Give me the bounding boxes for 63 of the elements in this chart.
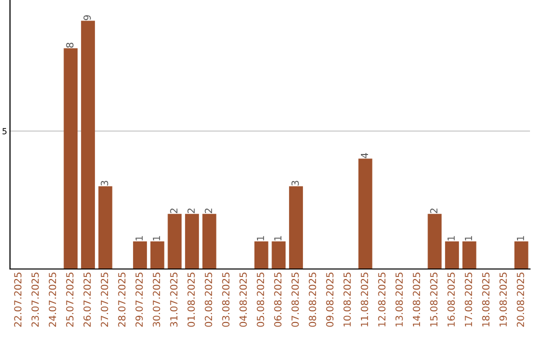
x-tick-label: 27.07.2025 <box>100 272 108 327</box>
bar <box>133 241 147 269</box>
y-tick-label: 5 <box>2 128 6 134</box>
x-tick-label: 25.07.2025 <box>66 272 74 327</box>
x-tick-label: 13.08.2025 <box>395 272 403 326</box>
bar <box>254 241 268 269</box>
data-label: 1 <box>516 236 524 240</box>
x-tick-label: 01.08.2025 <box>187 272 195 327</box>
x-tick-label: 31.07.2025 <box>170 272 178 327</box>
data-label: 2 <box>187 208 195 214</box>
data-label: 2 <box>430 208 438 214</box>
data-label: 1 <box>464 236 472 240</box>
x-tick-label: 05.08.2025 <box>256 272 264 327</box>
bar <box>81 20 95 269</box>
data-label: 8 <box>66 42 74 48</box>
bar <box>428 214 442 269</box>
x-tick-label: 22.07.2025 <box>14 272 22 327</box>
x-tick-label: 24.07.2025 <box>48 272 56 327</box>
bar <box>514 241 528 269</box>
x-tick-label: 30.07.2025 <box>152 272 160 327</box>
data-label: 1 <box>256 236 264 240</box>
bar <box>462 241 476 269</box>
data-label: 3 <box>291 180 299 186</box>
x-tick-label: 04.08.2025 <box>239 272 247 327</box>
x-tick-label: 14.08.2025 <box>412 272 420 326</box>
bar <box>445 241 459 269</box>
bar <box>64 48 78 269</box>
data-label: 1 <box>274 236 282 240</box>
x-tick-label: 26.07.2025 <box>83 272 91 327</box>
bar <box>185 214 199 269</box>
x-tick-label: 19.08.2025 <box>499 272 507 326</box>
x-tick-label: 08.08.2025 <box>308 272 316 327</box>
x-tick-label: 03.08.2025 <box>222 272 230 327</box>
bar <box>289 186 303 269</box>
bar <box>98 186 112 269</box>
data-label: 2 <box>204 208 212 214</box>
data-label: 4 <box>360 153 368 158</box>
x-tick-label: 20.08.2025 <box>516 272 524 327</box>
x-tick-label: 28.07.2025 <box>118 272 126 327</box>
x-tick-label: 18.08.2025 <box>482 272 490 326</box>
bar <box>358 158 372 269</box>
x-tick-label: 29.07.2025 <box>135 272 143 327</box>
bar <box>202 214 216 269</box>
bar <box>150 241 164 269</box>
bar <box>168 214 182 269</box>
x-tick-label: 07.08.2025 <box>291 272 299 327</box>
bar <box>272 241 286 269</box>
x-tick-label: 16.08.2025 <box>447 272 455 326</box>
data-label: 1 <box>136 236 143 240</box>
data-label: 2 <box>170 208 178 214</box>
data-label: 3 <box>100 180 108 186</box>
x-tick-label: 15.08.2025 <box>430 272 438 326</box>
x-tick-label: 09.08.2025 <box>326 272 334 327</box>
x-tick-label: 02.08.2025 <box>204 272 212 327</box>
x-tick-label: 23.07.2025 <box>31 272 39 327</box>
data-label: 9 <box>83 15 91 20</box>
x-tick-label: 06.08.2025 <box>274 272 282 327</box>
x-tick-label: 12.08.2025 <box>378 272 386 326</box>
x-tick-label: 11.08.2025 <box>360 272 368 326</box>
data-label: 1 <box>152 236 160 240</box>
data-label: 1 <box>448 236 455 240</box>
x-tick-label: 17.08.2025 <box>464 272 472 326</box>
x-tick-label: 10.08.2025 <box>343 272 351 326</box>
